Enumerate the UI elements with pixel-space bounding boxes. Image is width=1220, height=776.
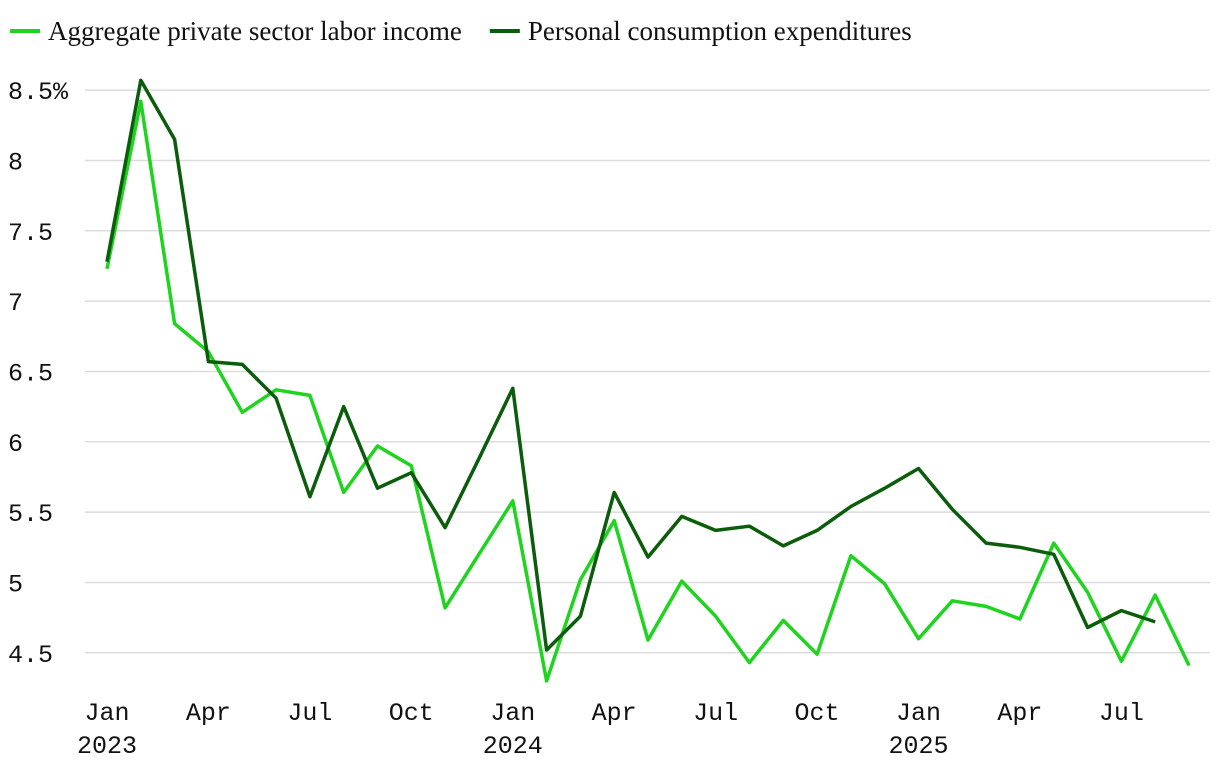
x-tick-label: Apr bbox=[592, 699, 637, 728]
y-tick-label: 7.5 bbox=[8, 219, 53, 248]
y-tick-label: 8.5% bbox=[8, 78, 69, 107]
series-line bbox=[105, 99, 1191, 683]
x-tick-label: Jul bbox=[693, 699, 738, 728]
y-tick-label: 5 bbox=[8, 570, 23, 599]
x-year-label: 2025 bbox=[888, 732, 948, 761]
x-year-label: 2023 bbox=[77, 732, 137, 761]
x-tick-label: Jan bbox=[84, 699, 129, 728]
y-tick-label: 6 bbox=[8, 430, 23, 459]
series-line bbox=[105, 78, 1156, 652]
x-tick-label: Oct bbox=[795, 699, 840, 728]
x-tick-label: Jan bbox=[896, 699, 941, 728]
x-tick-label: Apr bbox=[997, 699, 1042, 728]
x-tick-label: Jul bbox=[287, 699, 332, 728]
x-tick-label: Oct bbox=[389, 699, 434, 728]
y-tick-label: 8 bbox=[8, 148, 23, 177]
x-year-label: 2024 bbox=[483, 732, 543, 761]
legend-label: Personal consumption expenditures bbox=[528, 16, 912, 46]
x-tick-label: Jan bbox=[490, 699, 535, 728]
y-tick-label: 6.5 bbox=[8, 359, 53, 388]
x-tick-label: Jul bbox=[1099, 699, 1144, 728]
y-tick-label: 7 bbox=[8, 289, 23, 318]
y-tick-label: 4.5 bbox=[8, 641, 53, 670]
legend-label: Aggregate private sector labor income bbox=[48, 16, 462, 46]
y-tick-label: 5.5 bbox=[8, 500, 53, 529]
x-tick-label: Apr bbox=[186, 699, 231, 728]
